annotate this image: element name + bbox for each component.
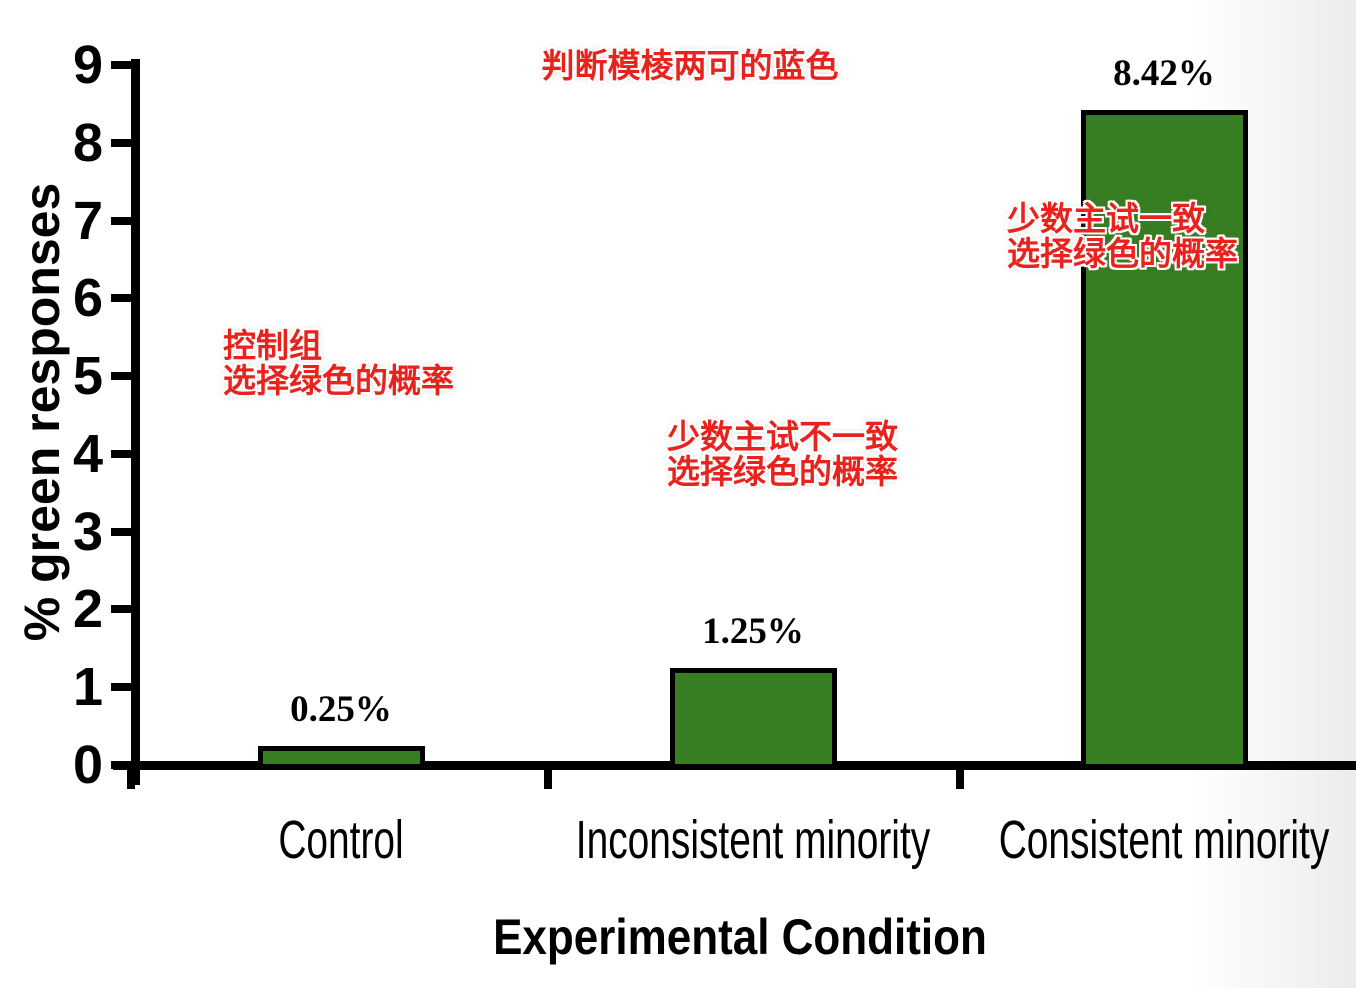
y-tick-label: 0 [72, 735, 103, 795]
y-tick-mark [111, 294, 133, 303]
ambiguous-blue-note: 判断模棱两可的蓝色 [542, 48, 839, 83]
y-tick-mark [111, 372, 133, 381]
y-tick-label: 8 [72, 112, 103, 173]
bar-value-label: 8.42% [1113, 53, 1215, 95]
y-tick-label: 7 [72, 190, 103, 251]
y-tick-label: 1 [72, 657, 103, 718]
y-tick-label: 4 [72, 423, 103, 484]
bar-inconsistent-minority [669, 667, 837, 769]
bar-value-label: 0.25% [290, 688, 392, 730]
bar-consistent-minority [1080, 110, 1248, 769]
y-tick-mark [111, 761, 133, 769]
y-tick-mark [111, 449, 133, 458]
y-tick-mark [111, 683, 133, 692]
y-tick-label: 9 [72, 35, 103, 95]
x-category-label: Consistent minority [998, 810, 1330, 870]
bar-value-label: 1.25% [702, 610, 804, 652]
y-tick-mark [111, 216, 133, 225]
y-tick-mark [111, 61, 133, 69]
annotation-line: 少数主试一致 [1007, 200, 1205, 237]
y-tick-mark [111, 138, 133, 147]
x-tick-mark [956, 761, 964, 789]
y-tick-mark [111, 527, 133, 536]
y-tick-mark [111, 605, 133, 614]
control-group-note: 控制组 选择绿色的概率 [223, 328, 454, 398]
y-axis-line [131, 59, 140, 785]
annotation-line: 选择绿色的概率 [667, 453, 898, 490]
consistent-minority-note: 少数主试一致 选择绿色的概率 [1007, 201, 1238, 271]
x-category-label: Control [278, 810, 404, 870]
bar-control [257, 745, 425, 769]
annotation-line: 判断模棱两可的蓝色 [541, 47, 839, 84]
x-axis-title: Experimental Condition [493, 909, 987, 965]
y-tick-label: 5 [72, 346, 103, 407]
x-tick-mark [544, 761, 552, 789]
y-tick-label: 2 [72, 579, 103, 640]
y-tick-label: 3 [72, 501, 103, 562]
x-tick-mark [127, 761, 135, 789]
y-axis-title: % green responses [14, 182, 70, 642]
y-tick-label: 6 [72, 268, 103, 329]
inconsistent-minority-note: 少数主试不一致 选择绿色的概率 [667, 419, 898, 489]
annotation-line: 控制组 [223, 327, 322, 364]
annotation-line: 少数主试不一致 [667, 418, 898, 455]
annotation-line: 选择绿色的概率 [1007, 235, 1238, 272]
annotation-line: 选择绿色的概率 [223, 362, 454, 399]
x-category-label: Inconsistent minority [575, 810, 931, 870]
